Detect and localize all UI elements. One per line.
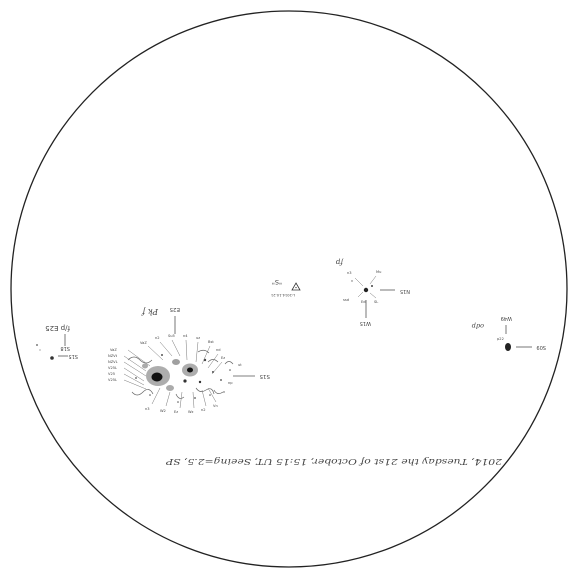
right-group-right-label: S09 [536,344,546,350]
triangle-marker [291,282,301,291]
big-group-top-label: E25 [169,306,180,312]
right-spot-group: W49 odp p22 S09 [471,315,546,351]
svg-text:Wz: Wz [188,410,194,414]
svg-text:SL: SL [374,300,378,304]
svg-text:Bst: Bst [208,340,214,344]
svg-text:uz: uz [196,336,200,340]
solar-disk-outline [10,10,568,568]
left-group-top-label: f/p E25 [45,324,70,332]
svg-text:V25L: V25L [108,378,117,382]
svg-text:Ez: Ez [221,356,225,360]
upper-group-bottom-label: W15 [360,320,371,326]
svg-text:Ed: Ed [361,300,366,304]
leader-umbra [151,372,163,382]
center-marker-label: "S" [272,278,282,286]
svg-text:n2: n2 [155,336,160,340]
left-group-side-label: S15 [68,353,78,359]
svg-text:n3: n3 [347,271,352,275]
right-spot [505,343,511,351]
svg-text:Ez: Ez [174,410,178,414]
center-marker-sublabel: L:2014-10-21 [271,293,295,297]
svg-text:nd: nd [216,348,221,352]
svg-text:V25: V25 [108,372,115,376]
svg-text:NZVL: NZVL [108,360,118,364]
svg-text:n4: n4 [183,334,188,338]
left-group-mid-label: S18 [60,345,70,351]
big-group-title: Pk f [140,307,159,316]
left-spot-small [36,344,38,346]
svg-text:W2: W2 [160,409,166,413]
upper-spot [363,287,369,293]
center-marker: "S" L:2014-10-21 [271,278,301,297]
svg-text:NZVt: NZVt [108,354,118,358]
svg-text:V25L: V25L [108,366,117,370]
right-group-top-label: W49 [501,315,512,321]
big-spot-group: Pk f E25 S15 VaZ NZVt NZVL V25L [108,306,270,414]
svg-text:ssd: ssd [343,298,349,302]
svg-text:ut: ut [238,363,242,367]
right-group-left-label: odp [471,322,484,330]
upper-group-right-label: N15 [400,288,410,294]
left-spot-group: f/p E25 S18 S15 [36,324,78,360]
svg-text:VaZ: VaZ [110,348,117,352]
svg-text:p22: p22 [497,337,504,341]
observation-caption: 2014, Tuesday the 21st of October, 15:15… [166,456,504,466]
facula-lines [127,349,234,399]
svg-text:Su5: Su5 [168,334,175,338]
svg-text:np: np [228,381,233,385]
left-spot [50,356,54,360]
upper-group-title: fp [335,258,344,266]
big-group-right-label: S15 [259,373,270,379]
svg-text:VaZ: VaZ [140,341,147,345]
svg-text:Mu: Mu [376,270,381,274]
svg-text:n2: n2 [201,408,206,412]
mid-umbra [187,367,193,373]
svg-text:Vn: Vn [213,404,218,408]
upper-spot-group: fp N15 W15 n3 Mu ssd Ed SL [335,258,410,326]
svg-text:n3: n3 [145,407,150,411]
